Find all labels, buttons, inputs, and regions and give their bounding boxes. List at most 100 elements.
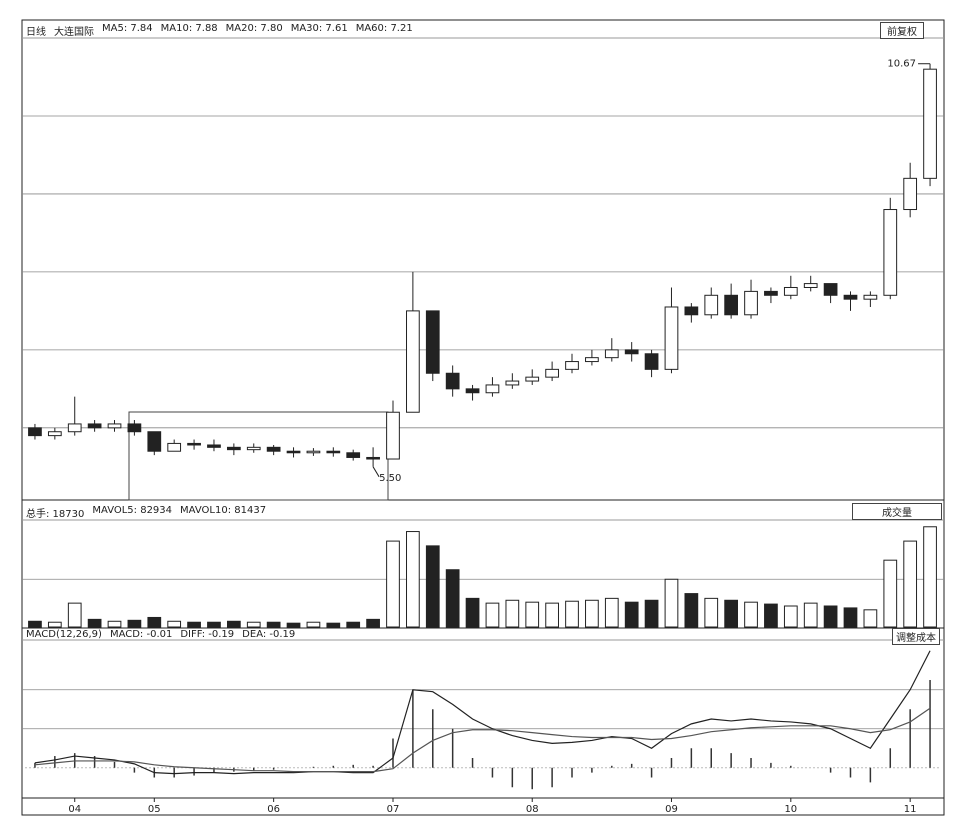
x-tick-label: 05 bbox=[148, 804, 161, 815]
stock-name: 大连国际 bbox=[54, 27, 94, 38]
candle-body bbox=[366, 456, 380, 460]
indicator: MA60: 7.21 bbox=[355, 23, 413, 34]
volume-bar bbox=[286, 622, 301, 628]
candle-body bbox=[266, 446, 281, 452]
volume-bar bbox=[823, 605, 838, 628]
volume-selector[interactable]: 成交量 bbox=[852, 503, 942, 520]
adjust-button[interactable]: 前复权 bbox=[880, 22, 924, 39]
frame bbox=[21, 19, 945, 816]
candle-body bbox=[207, 444, 221, 448]
macd-header: MACD(12,26,9) MACD: -0.01 DIFF: -0.19 DEA: … bbox=[26, 629, 295, 640]
candle-body bbox=[724, 294, 739, 316]
volume-bar bbox=[505, 599, 520, 628]
volume-bar bbox=[783, 605, 798, 628]
candle-body bbox=[127, 423, 142, 433]
volume-stat: MAVOL5: 82934 bbox=[92, 505, 173, 516]
candle-body bbox=[843, 294, 858, 300]
volume-bar bbox=[266, 621, 281, 628]
candle-body bbox=[644, 353, 659, 370]
volume-bar bbox=[744, 601, 758, 628]
volume-bar bbox=[803, 602, 818, 628]
candle-body bbox=[346, 452, 361, 458]
macd-stat: MACD(12,26,9) bbox=[26, 629, 102, 640]
volume-stat: MAVOL10: 81437 bbox=[180, 505, 267, 516]
candle-body bbox=[565, 361, 579, 370]
annotation: 10.67 bbox=[887, 59, 916, 70]
candle-body bbox=[87, 423, 102, 429]
volume-bar bbox=[87, 618, 102, 628]
x-tick-label: 10 bbox=[784, 804, 797, 815]
candle-body bbox=[664, 306, 679, 370]
volume-bar bbox=[167, 620, 182, 628]
candle-body bbox=[505, 380, 520, 386]
macd-line bbox=[34, 650, 931, 775]
macd-tag[interactable]: 调整成本 bbox=[892, 628, 940, 645]
volume-bar bbox=[187, 621, 201, 628]
macd-stat: DEA: -0.19 bbox=[242, 629, 296, 640]
volume-bar bbox=[306, 621, 321, 628]
volume-bar bbox=[28, 620, 42, 628]
candle-body bbox=[764, 290, 778, 296]
candle-body bbox=[107, 423, 122, 429]
volume-bar bbox=[406, 531, 420, 628]
candle-body bbox=[923, 68, 937, 179]
indicator: MA20: 7.80 bbox=[225, 23, 283, 34]
volume-bar bbox=[246, 621, 261, 628]
volume-bar bbox=[863, 609, 878, 628]
candle-body bbox=[226, 446, 241, 451]
candle-body bbox=[803, 283, 818, 288]
candle-body bbox=[783, 286, 798, 296]
volume-bar bbox=[565, 600, 579, 628]
x-tick-label: 11 bbox=[904, 804, 917, 815]
annotation-leader bbox=[372, 466, 380, 478]
candle-body bbox=[744, 290, 758, 316]
candle-body bbox=[286, 450, 301, 454]
candle-body bbox=[485, 384, 500, 394]
candle-body bbox=[425, 310, 440, 374]
volume-bar bbox=[525, 601, 540, 628]
candle-body bbox=[67, 423, 82, 433]
volume-bar bbox=[326, 622, 341, 628]
volume-bar bbox=[764, 603, 778, 628]
volume-bar bbox=[386, 540, 400, 628]
volume-bar bbox=[684, 593, 699, 628]
period: 日线 bbox=[26, 27, 46, 38]
macd-stat: MACD: -0.01 bbox=[109, 629, 173, 640]
candle-body bbox=[823, 283, 838, 296]
candle-body bbox=[624, 349, 639, 355]
volume-bar bbox=[624, 601, 639, 628]
candle-body bbox=[147, 431, 162, 452]
x-tick-label: 09 bbox=[665, 804, 678, 815]
volume-bar bbox=[47, 621, 62, 628]
candle-body bbox=[306, 450, 321, 454]
candle-body bbox=[386, 411, 400, 460]
volume-bar bbox=[903, 540, 918, 628]
x-tick-label: 04 bbox=[68, 804, 81, 815]
volume-bar bbox=[604, 597, 619, 628]
x-tick-label: 08 bbox=[526, 804, 539, 815]
volume-bar bbox=[724, 599, 739, 628]
volume-bar bbox=[226, 620, 241, 628]
volume-bar bbox=[366, 618, 380, 628]
volume-bar bbox=[704, 597, 719, 628]
annotation: 5.50 bbox=[379, 473, 401, 484]
volume-bar bbox=[67, 602, 82, 628]
macd-line bbox=[34, 707, 931, 773]
x-tick-label: 06 bbox=[267, 804, 280, 815]
candle-body bbox=[28, 427, 42, 437]
volume-bar bbox=[923, 526, 937, 628]
volume-bar bbox=[127, 619, 142, 628]
volume-bar bbox=[207, 621, 221, 628]
candle-body bbox=[863, 294, 878, 300]
candle-body bbox=[465, 388, 480, 394]
candle-body bbox=[604, 349, 619, 359]
volume-bar bbox=[644, 599, 659, 628]
price-header: 日线 大连国际 MA5: 7.84 MA10: 7.88 MA20: 7.80 MA3… bbox=[26, 23, 413, 38]
candle-body bbox=[585, 357, 599, 363]
volume-bar bbox=[425, 545, 440, 628]
indicator: MA30: 7.61 bbox=[290, 23, 348, 34]
candle-body bbox=[47, 431, 62, 437]
indicator: MA10: 7.88 bbox=[160, 23, 218, 34]
